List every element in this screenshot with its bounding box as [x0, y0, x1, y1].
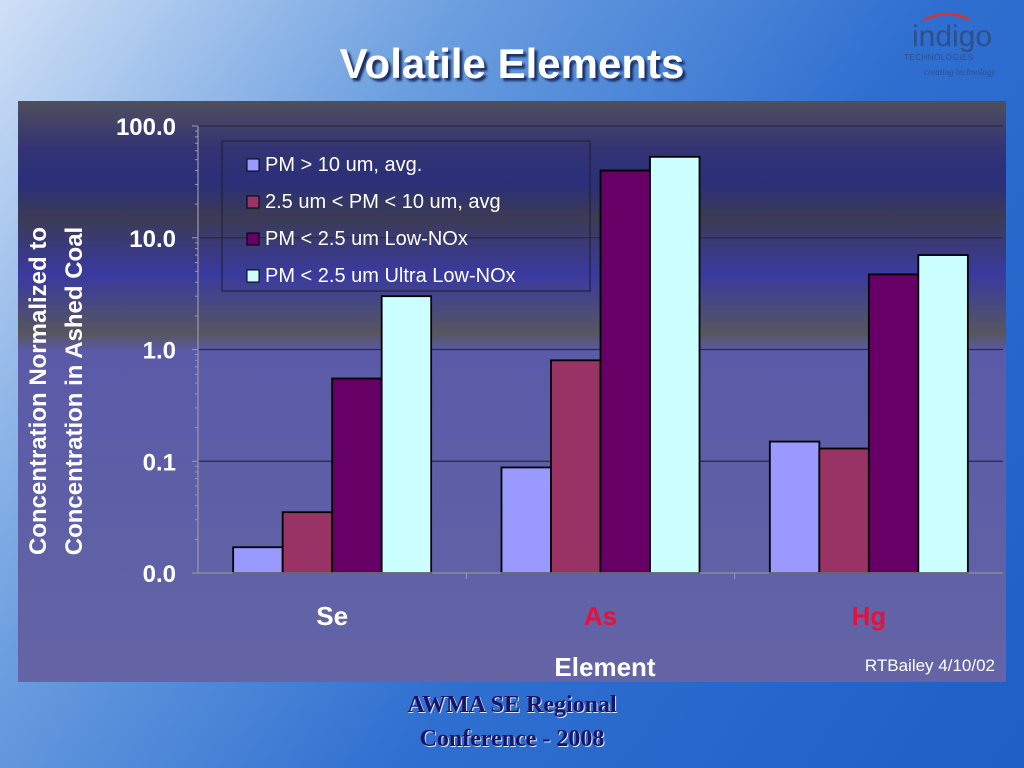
x-category-label-se: Se	[316, 601, 348, 631]
y-tick-label: 0.0	[143, 561, 176, 588]
chart-background	[18, 101, 1006, 682]
legend-swatch	[246, 158, 260, 172]
legend-swatch	[246, 232, 260, 246]
slide-title: Volatile Elements	[339, 40, 685, 87]
bar-se-series-2	[281, 511, 334, 574]
legend: PM > 10 um, avg. 2.5 um < PM < 10 um, avg…	[221, 140, 591, 292]
bar-chart: 100.0 10.0 1.0 0.1 0.0 Se As Hg PM > 10 um, avg…	[18, 101, 1006, 682]
y-axis-label-line1: Concentration Normalized to	[25, 227, 52, 555]
bar-se-series-3	[331, 377, 383, 574]
bar-as-series-1	[500, 466, 552, 574]
logo-subtitle: TECHNOLOGIES	[904, 53, 974, 62]
indigo-logo: indigo TECHNOLOGIES creating technology	[900, 10, 1000, 80]
legend-entry: PM > 10 um, avg.	[265, 154, 422, 176]
x-category-label-as: As	[584, 601, 617, 631]
footer-line-1: AWMA SE Regional	[407, 692, 617, 718]
legend-entry: PM < 2.5 um Ultra Low-NOx	[265, 265, 516, 287]
y-tick-label: 0.1	[143, 449, 176, 476]
x-category-label-hg: Hg	[851, 601, 886, 631]
logo-tagline: creating technology	[924, 67, 996, 77]
author-annotation: RTBailey 4/10/02	[865, 656, 995, 675]
footer-line-2: Conference - 2008	[419, 726, 605, 752]
legend-swatch	[246, 269, 260, 283]
logo-word: indigo	[912, 20, 993, 53]
y-tick-label: 1.0	[143, 338, 176, 365]
legend-box	[221, 140, 591, 292]
bar-as-series-2	[550, 359, 602, 574]
y-tick-label: 10.0	[129, 226, 176, 253]
y-tick-label: 100.0	[116, 114, 176, 141]
bar-as-series-3	[599, 169, 651, 574]
bar-se-series-4	[380, 295, 433, 574]
chart-area: 100.0 10.0 1.0 0.1 0.0 Se As Hg PM > 10 um, avg…	[18, 101, 1006, 682]
legend-entry: PM < 2.5 um Low-NOx	[265, 228, 468, 250]
y-axis-label-line2: Concentration in Ashed Coal	[61, 227, 88, 555]
bar-hg-series-1	[768, 440, 821, 574]
bar-se-series-1	[232, 546, 284, 574]
bar-hg-series-2	[818, 447, 870, 574]
legend-swatch	[246, 195, 260, 209]
logo-arc-icon	[923, 12, 971, 22]
legend-entry: 2.5 um < PM < 10 um, avg	[265, 191, 501, 213]
bar-hg-series-4	[917, 254, 969, 574]
footer: AWMA SE Regional Conference - 2008	[0, 688, 1024, 756]
x-axis-label: Element	[554, 652, 655, 682]
bar-as-series-4	[649, 155, 701, 574]
bar-hg-series-3	[867, 273, 920, 574]
